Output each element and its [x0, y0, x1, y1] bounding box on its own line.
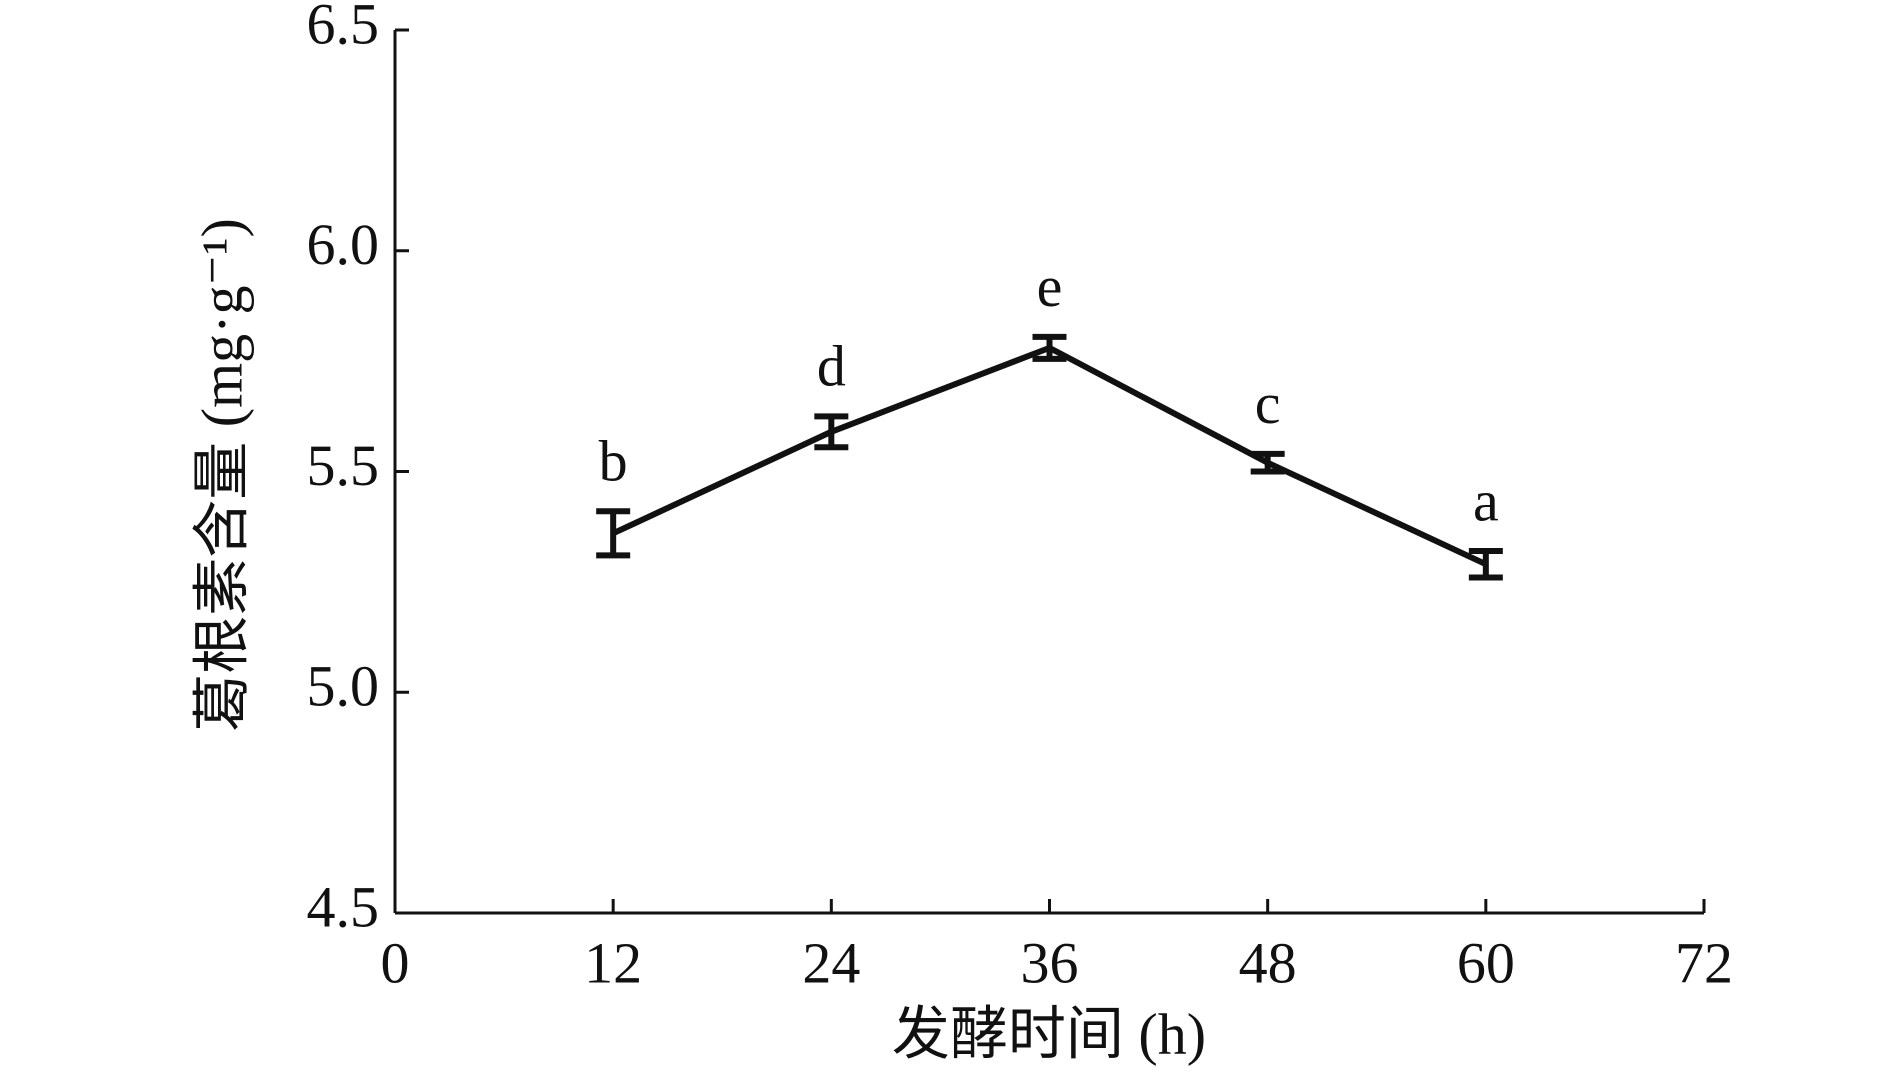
x-axis-label: 发酵时间 (h)	[892, 1001, 1206, 1066]
error-bar	[596, 508, 631, 559]
error-bar	[1032, 333, 1067, 362]
error-bar	[814, 413, 849, 451]
x-tick-label: 60	[1457, 930, 1515, 995]
x-tick-label: 0	[381, 930, 410, 995]
x-tick-label: 72	[1675, 930, 1733, 995]
significance-label: a	[1473, 468, 1499, 533]
significance-label: e	[1037, 254, 1063, 319]
x-tick-label: 12	[584, 930, 642, 995]
y-tick-label: 5.5	[307, 433, 380, 498]
error-bar	[1250, 450, 1285, 475]
x-tick-label: 48	[1239, 930, 1297, 995]
significance-label: d	[817, 334, 846, 399]
y-tick-label: 4.5	[307, 874, 380, 939]
y-axis-label: 葛根素含量 (mg·g⁻¹)	[189, 218, 254, 732]
x-tick-label: 24	[802, 930, 860, 995]
data-line	[611, 344, 1488, 567]
significance-label: b	[599, 429, 628, 494]
x-tick-label: 36	[1021, 930, 1079, 995]
error-bar	[1468, 547, 1503, 581]
y-tick-label: 6.5	[307, 0, 380, 56]
y-tick-label: 5.0	[307, 654, 380, 719]
significance-label: c	[1255, 371, 1281, 436]
y-tick-label: 6.0	[307, 212, 380, 277]
